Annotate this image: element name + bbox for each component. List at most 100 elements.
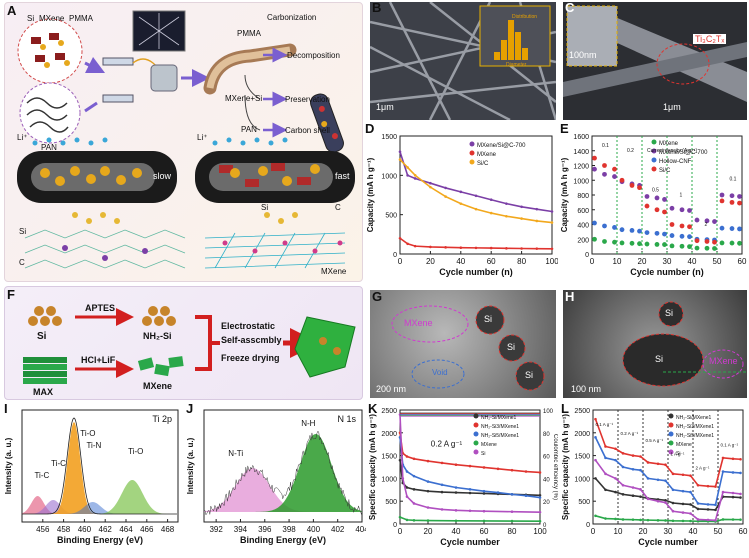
scale-bar-b: 1μm (376, 102, 394, 112)
k-data-point (510, 493, 514, 496)
panel-c: 100nm 1μm Ti₃C₂Tₓ (563, 2, 747, 120)
e-data-point (679, 243, 685, 249)
j-xtick-label: 402 (331, 525, 345, 534)
l-data-point (631, 518, 635, 521)
tem-image-g (391, 305, 545, 391)
l-data-point (671, 488, 675, 492)
si-particle-g1 (475, 305, 505, 335)
l-xtick-label: 30 (664, 527, 673, 536)
k-data-point (538, 510, 542, 514)
i-ylabel: Intensity (a. u.) (4, 437, 13, 494)
k-annotation: 0.2 A g⁻¹ (431, 439, 463, 448)
l-data-point (731, 491, 735, 495)
d-series-line-0 (399, 151, 553, 213)
e-data-point (629, 240, 635, 246)
k-data-point (538, 519, 542, 523)
e-xlabel: Cycle number (n) (630, 267, 704, 277)
c-label-left: C (19, 258, 25, 267)
nh2-si-particles-icon (142, 306, 176, 326)
panel-d: 0 20 40 60 80 100 0 500 1000 1500 Cycle number (n)… (364, 122, 558, 282)
si-label-h1: Si (665, 308, 674, 318)
l-data-point (614, 517, 617, 521)
l-data-point (664, 463, 667, 467)
l-annotation: 0.1 A g⁻¹ (596, 422, 614, 427)
k-ytick-label: 1000 (381, 476, 397, 483)
e-data-point (644, 194, 650, 199)
e-ytick-label: 1600 (573, 134, 589, 141)
pan-process-label: PAN (241, 125, 257, 134)
e-data-point (694, 238, 700, 244)
l-data-point (671, 519, 675, 523)
k-data-point (482, 489, 486, 493)
l-xlabel: Cycle number (638, 537, 698, 547)
j-xtick-label: 392 (209, 525, 223, 534)
pmma-label: PMMA (237, 29, 261, 38)
k-data-point (482, 466, 486, 469)
void-region-g (411, 359, 465, 389)
d-xtick-label: 80 (517, 257, 526, 266)
nh2si-label: NH₂-Si (143, 331, 172, 341)
e-data-point (719, 225, 725, 231)
j-xlabel: Binding Energy (eV) (240, 535, 326, 545)
d-data-point (429, 245, 432, 249)
e-ytick-label: 200 (577, 237, 589, 244)
l-data-point (671, 509, 675, 513)
mxene-label-f: MXene (143, 381, 173, 391)
label-f: F (7, 287, 15, 302)
d-legend-label: MXene (477, 152, 497, 158)
d-data-point (459, 190, 463, 194)
e-ylabel: Capacity (mA h g⁻¹) (560, 157, 569, 232)
e-data-point (669, 233, 675, 238)
d-data-point (429, 181, 432, 185)
d-plot-frame (399, 135, 553, 255)
i-xtick-label: 458 (57, 525, 71, 534)
e-legend-label: Hollow-CNF (659, 159, 692, 165)
e-data-point (729, 193, 735, 199)
l-xtick-label: 40 (689, 527, 698, 536)
d-data-point (398, 158, 402, 161)
e-xtick-label: 50 (713, 257, 722, 266)
d-xtick-label: 100 (545, 257, 558, 266)
e-data-point (687, 224, 692, 230)
pan-label: PAN (41, 143, 57, 152)
l-ylabel: Specific capacity (mA h g⁻¹) (561, 414, 570, 521)
d-data-point (413, 174, 417, 177)
e-data-point (719, 198, 725, 204)
e-ytick-label: 1200 (573, 164, 589, 171)
d-data-point (459, 202, 463, 205)
l-data-point (656, 478, 660, 482)
i-peak-tic-1 (22, 496, 178, 514)
l-data-point (621, 493, 625, 496)
l-legend-label: Si (676, 451, 680, 457)
k-data-point (398, 515, 402, 519)
k-data-point (454, 491, 458, 494)
l-series-line-2 (594, 437, 741, 506)
d-data-point (444, 186, 447, 190)
l-data-point (604, 488, 607, 492)
merge-bracket (195, 315, 220, 371)
chart-j: 392 394 396 398 400 402 404 Binding Energy (eV)… (186, 409, 366, 545)
i-peak-label: Ti-N (86, 441, 101, 450)
e-data-point (669, 205, 675, 211)
k-ylabel: Specific capacity (mA h g⁻¹) (368, 414, 377, 521)
k-legend-marker (473, 449, 479, 455)
l-data-point (721, 518, 725, 521)
si-label-g1: Si (484, 314, 493, 324)
e-data-point (612, 166, 617, 172)
mxene-flakes-fast (219, 163, 311, 187)
panel-h: Si Si MXene 100 nm (563, 290, 747, 398)
l-data-point (689, 512, 692, 515)
e-data-point (704, 245, 710, 251)
e-data-point (704, 218, 710, 224)
i-xlabel: Binding Energy (eV) (57, 535, 143, 545)
k-data-point (426, 519, 430, 522)
decomposition-label: Decomposition (287, 51, 340, 60)
e-data-point (669, 243, 675, 249)
panel-k: 0 20 40 60 80 100 0 500 1000 1500 2000 2500 Cycle nu… (366, 402, 558, 558)
e-data-point (654, 230, 660, 236)
l-annotation: 0.1 A g⁻¹ (721, 442, 739, 447)
label-k: K (368, 401, 378, 416)
d-data-point (505, 202, 508, 205)
e-annotation: 0.2 (627, 148, 634, 154)
l-ytick-label: 500 (578, 499, 590, 506)
